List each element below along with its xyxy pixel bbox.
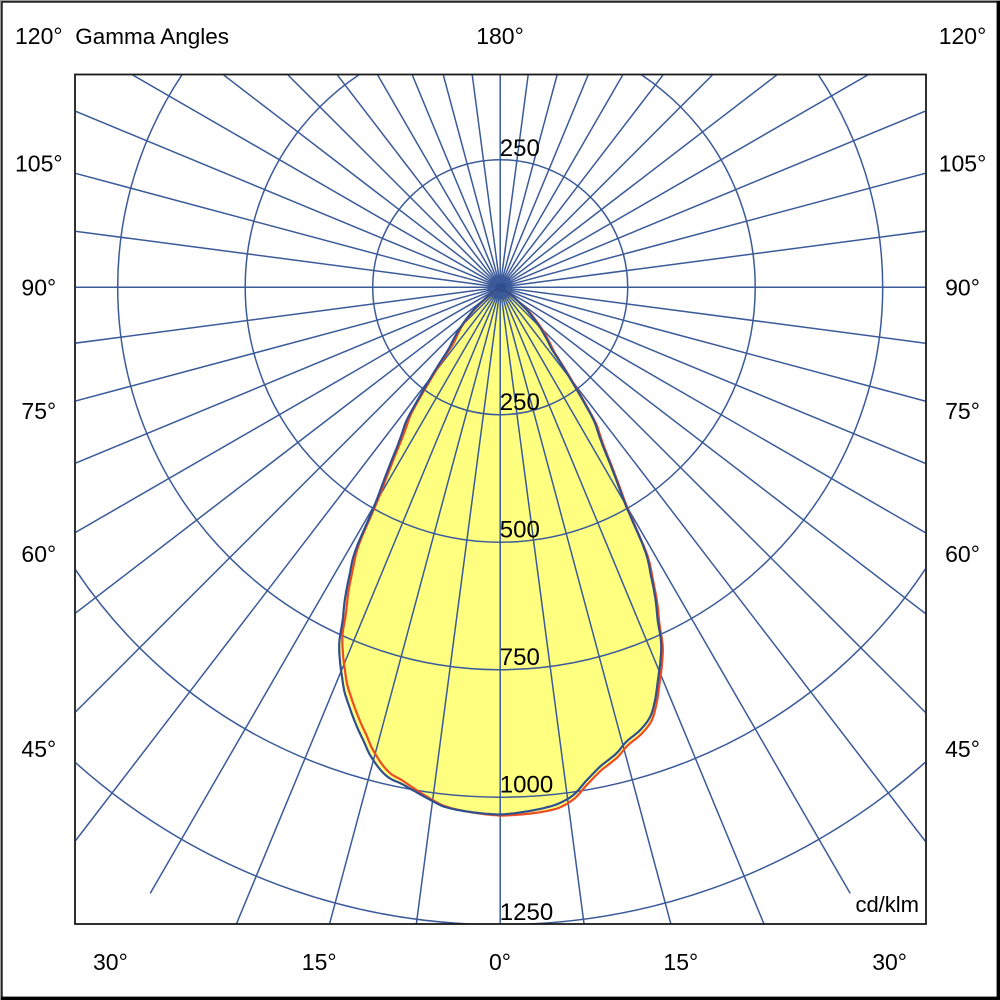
svg-text:cd/klm: cd/klm	[855, 892, 919, 917]
svg-text:90°: 90°	[21, 274, 56, 300]
svg-text:45°: 45°	[945, 736, 980, 762]
svg-text:45°: 45°	[21, 736, 56, 762]
svg-text:0°: 0°	[489, 949, 511, 975]
svg-text:1250: 1250	[500, 899, 553, 926]
svg-text:75°: 75°	[21, 398, 56, 424]
svg-text:1000: 1000	[500, 772, 553, 799]
svg-text:60°: 60°	[945, 541, 980, 567]
svg-text:105°: 105°	[939, 150, 987, 176]
svg-text:750: 750	[500, 644, 540, 671]
svg-text:15°: 15°	[302, 949, 337, 975]
svg-text:120°: 120°	[939, 23, 987, 49]
svg-text:60°: 60°	[21, 541, 56, 567]
svg-text:75°: 75°	[945, 398, 980, 424]
svg-text:250: 250	[500, 135, 540, 162]
svg-text:105°: 105°	[15, 150, 63, 176]
svg-text:180°: 180°	[476, 23, 524, 49]
svg-text:120°: 120°	[15, 23, 63, 49]
svg-text:30°: 30°	[872, 949, 907, 975]
svg-text:90°: 90°	[945, 274, 980, 300]
svg-text:15°: 15°	[663, 949, 698, 975]
svg-text:250: 250	[500, 389, 540, 416]
svg-text:Gamma Angles: Gamma Angles	[75, 24, 229, 49]
svg-text:30°: 30°	[93, 949, 128, 975]
svg-text:500: 500	[500, 517, 540, 544]
